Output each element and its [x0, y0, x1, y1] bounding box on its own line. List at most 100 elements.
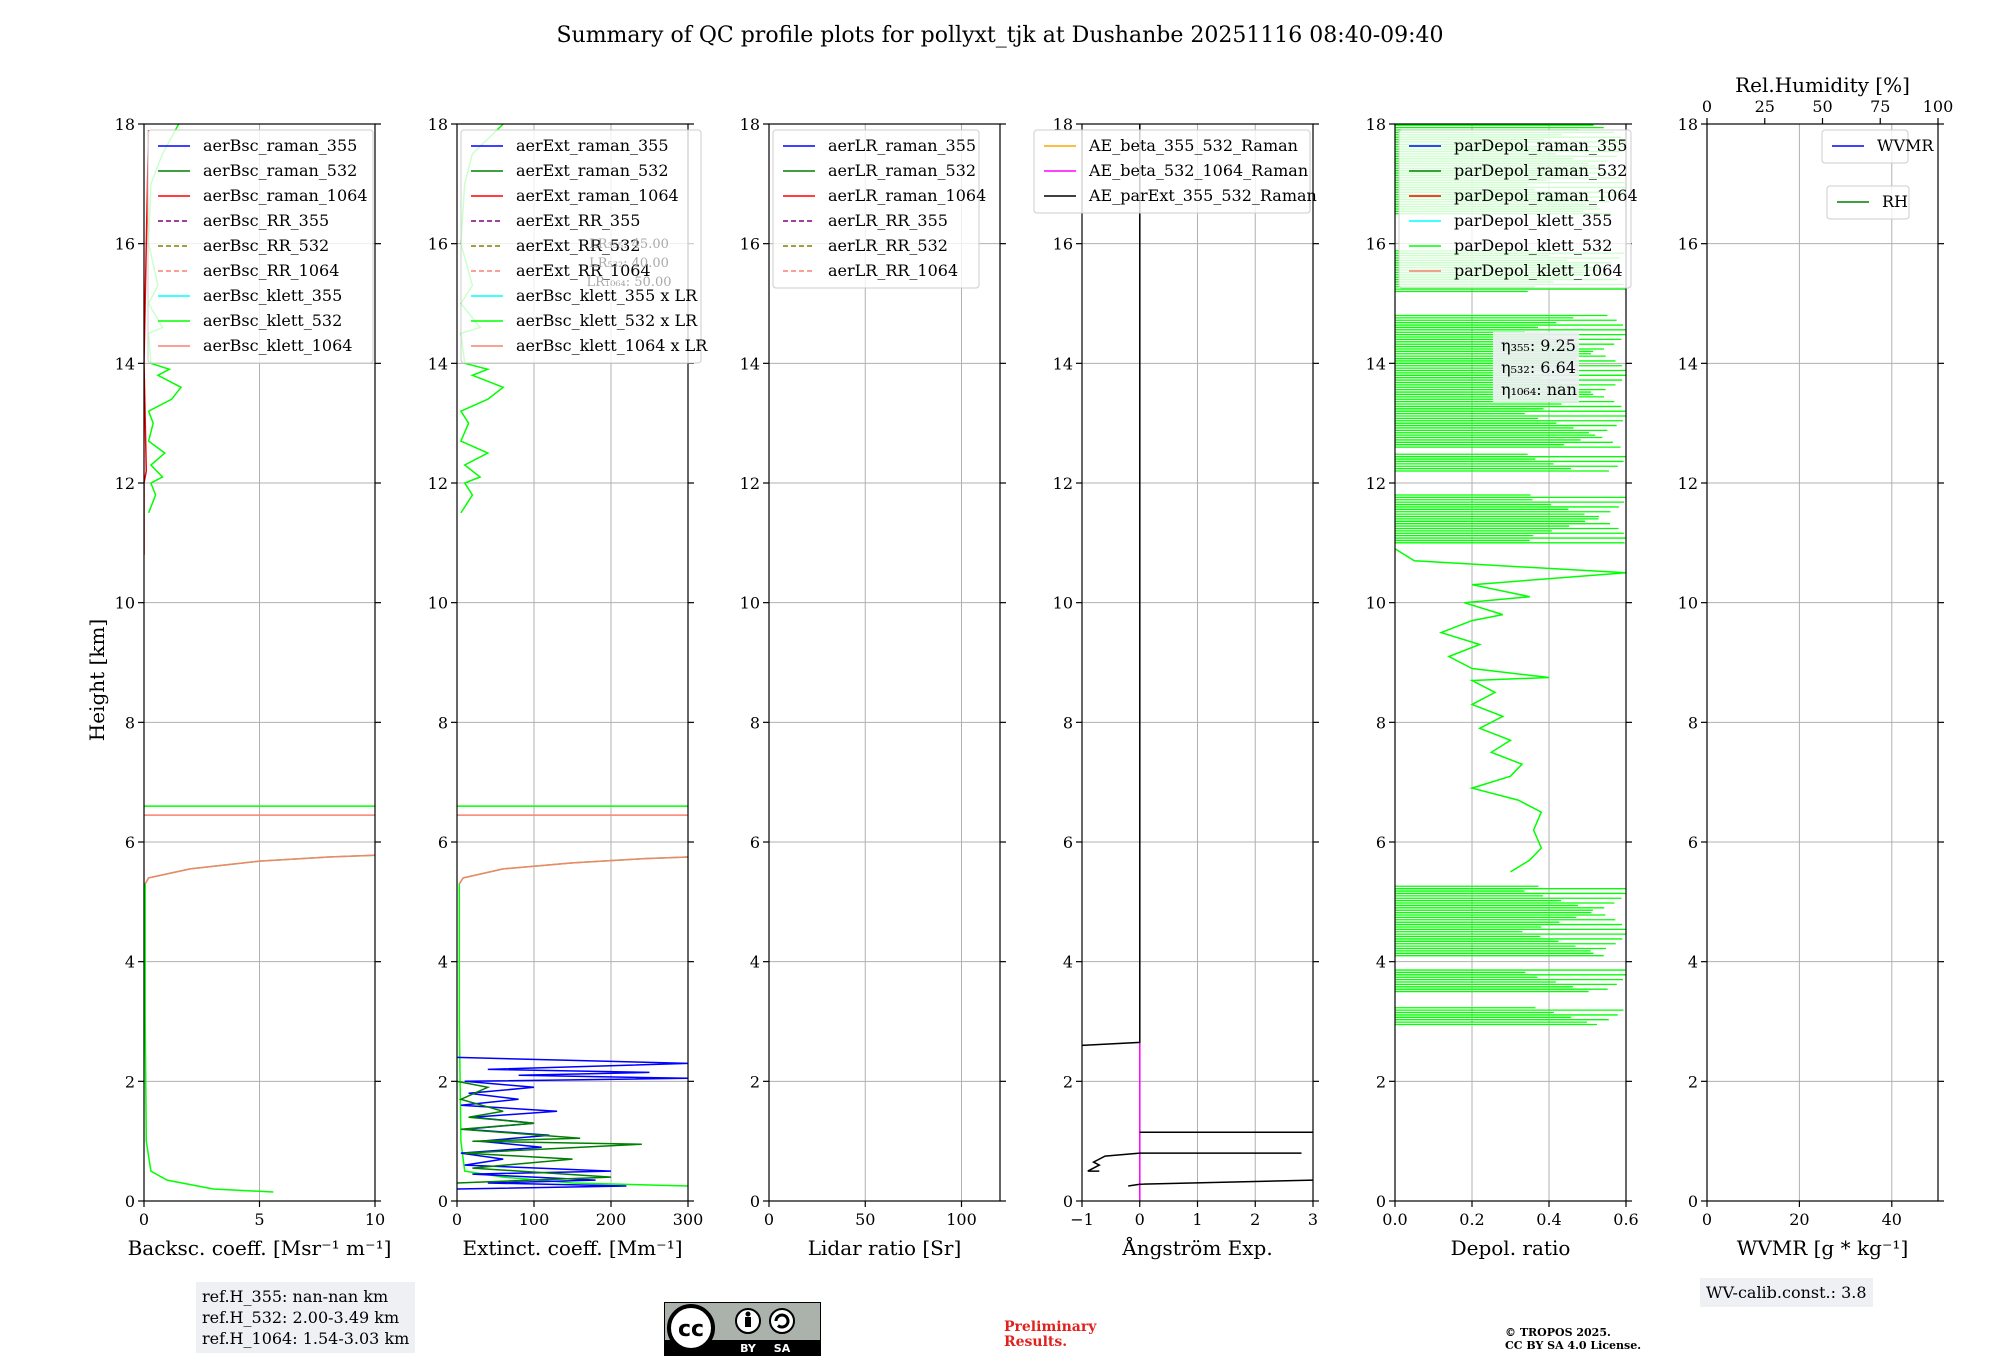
y-tick-label: 4 — [125, 953, 135, 972]
panel-backscatter: 0 2 4 6 8 10 12 14 16 18 0 5 10 Backsc. coeff. [Msr⁻¹… — [115, 115, 392, 1260]
panel-extinction: 0 2 4 6 8 10 12 14 16 18 0 100 200 300 Extinct. coeff.… — [428, 115, 709, 1260]
legend-frame — [1821, 129, 1909, 164]
y-tick-label: 12 — [1678, 474, 1698, 493]
legend-label: RH — [1882, 192, 1908, 211]
legend-label: parDepol_klett_1064 — [1454, 261, 1623, 280]
y-tick-label: 4 — [438, 953, 448, 972]
x-tick-label: 0 — [452, 1210, 462, 1229]
cc-license-badge: cc BY SA — [664, 1302, 821, 1360]
y-tick-label: 10 — [740, 594, 760, 613]
y-tick-label: 10 — [115, 594, 135, 613]
eta-box — [1493, 332, 1579, 402]
y-tick-label: 2 — [1376, 1072, 1386, 1091]
y-tick-label: 14 — [740, 354, 760, 373]
legend-frame — [772, 129, 980, 289]
figure-title: Summary of QC profile plots for pollyxt_… — [556, 23, 1443, 48]
sa-icon — [769, 1308, 795, 1334]
y-tick-label: 10 — [1053, 594, 1073, 613]
legend: RH — [1826, 185, 1910, 220]
series-aerext-raman-532 — [457, 1080, 642, 1184]
cc-by-label: BY — [740, 1342, 757, 1355]
copyright-note: © TROPOS 2025. CC BY SA 4.0 License. — [1505, 1326, 1641, 1352]
y-tick-label: 0 — [125, 1192, 135, 1211]
top-x-tick-label: 100 — [1923, 97, 1954, 116]
x-tick-label: 300 — [673, 1210, 704, 1229]
panel-lidar-ratio: 0 2 4 6 8 10 12 14 16 18 0 50 100 Lidar ratio [Sr] aer… — [740, 115, 1006, 1260]
y-tick-label: 0 — [1376, 1192, 1386, 1211]
preliminary-note: Preliminary Results. — [1004, 1320, 1096, 1350]
series-aerbsc-klett-532-x-lr — [458, 856, 688, 1187]
legend-label: aerBsc_raman_355 — [203, 136, 357, 155]
x-axis-label: Ångström Exp. — [1121, 1235, 1272, 1260]
eta-label: η₅₃₂: 6.64 — [1501, 358, 1576, 377]
y-tick-label: 12 — [1366, 474, 1386, 493]
y-tick-label: 12 — [1053, 474, 1073, 493]
x-tick-label: 0 — [1135, 1210, 1145, 1229]
axes-frame — [1394, 123, 1627, 1202]
y-tick-label: 16 — [115, 235, 135, 254]
y-axis-label: Height [km] — [85, 619, 109, 741]
wv-calib-value: WV-calib.const.: 3.8 — [1706, 1283, 1867, 1302]
y-tick-label: 12 — [115, 474, 135, 493]
y-tick-label: 8 — [1063, 713, 1073, 732]
x-tick-label: 100 — [946, 1210, 977, 1229]
x-tick-label: 50 — [855, 1210, 875, 1229]
series-ae-parext-355-532-raman-low3 — [1128, 1179, 1313, 1187]
x-tick-label: 0.2 — [1459, 1210, 1484, 1229]
legend-label: aerExt_RR_1064 — [516, 261, 651, 280]
x-axis-label: Backsc. coeff. [Msr⁻¹ m⁻¹] — [128, 1236, 392, 1260]
y-tick-label: 12 — [428, 474, 448, 493]
y-tick-label: 14 — [115, 354, 135, 373]
cc-icon: cc — [678, 1317, 704, 1342]
y-tick-label: 8 — [1688, 713, 1698, 732]
legend-label: parDepol_klett_532 — [1454, 236, 1612, 255]
legend-label: aerLR_raman_1064 — [828, 186, 986, 205]
series-pardepol-klett-532 — [1395, 548, 1626, 873]
panel-depol: 0 2 4 6 8 10 12 14 16 18 0.0 0.2 0.4 0.6 Depol. ratio p… — [1366, 115, 1639, 1260]
y-tick-label: 18 — [1678, 115, 1698, 134]
y-tick-label: 8 — [438, 713, 448, 732]
legend-label: parDepol_raman_1064 — [1454, 186, 1638, 205]
y-tick-label: 6 — [1376, 833, 1386, 852]
y-tick-label: 8 — [125, 713, 135, 732]
y-tick-label: 4 — [1376, 953, 1386, 972]
axes-frame — [456, 123, 689, 1202]
ref-height-1064: ref.H_1064: 1.54-3.03 km — [202, 1329, 410, 1348]
legend-label: parDepol_raman_355 — [1454, 136, 1627, 155]
legend-label: aerBsc_klett_1064 x LR — [516, 336, 708, 355]
y-tick-label: 6 — [125, 833, 135, 852]
legend-label: aerBsc_klett_532 x LR — [516, 311, 698, 330]
series-aerbsc-klett-1064-x-lr — [458, 856, 688, 885]
series-ae-parext-355-532-raman — [1082, 124, 1141, 1047]
legend-frame — [1033, 129, 1311, 214]
x-tick-label: 40 — [1882, 1210, 1902, 1229]
eta-label: η₃₅₅: 9.25 — [1501, 336, 1576, 355]
copyright-line2: CC BY SA 4.0 License. — [1505, 1339, 1642, 1352]
x-axis-label: Lidar ratio [Sr] — [808, 1236, 962, 1260]
legend-label: aerExt_RR_532 — [516, 236, 640, 255]
legend-label: aerLR_raman_355 — [828, 136, 976, 155]
y-tick-label: 18 — [1366, 115, 1386, 134]
x-axis-label: WVMR [g * kg⁻¹] — [1737, 1236, 1909, 1260]
legend-label: aerBsc_RR_355 — [203, 211, 329, 230]
legend-frame — [1398, 129, 1632, 289]
legend: parDepol_raman_355 parDepol_raman_532 parD… — [1398, 129, 1638, 289]
wv-calib-box: WV-calib.const.: 3.8 — [1700, 1278, 1873, 1307]
x-tick-label: 0.6 — [1613, 1210, 1638, 1229]
x-tick-label: 3 — [1308, 1210, 1318, 1229]
y-tick-label: 2 — [1063, 1072, 1073, 1091]
series-aerbsc-klett-1064 — [144, 854, 375, 885]
legend: AE_beta_355_532_Raman AE_beta_532_1064_Ra… — [1033, 129, 1317, 214]
legend-label: aerLR_RR_355 — [828, 211, 948, 230]
legend-label: aerBsc_raman_1064 — [203, 186, 368, 205]
ref-height-355: ref.H_355: nan-nan km — [202, 1287, 389, 1306]
legend-label: aerLR_RR_1064 — [828, 261, 958, 280]
lidar-ratio-annotation: LR₅₃₂: 40.00 — [589, 256, 669, 271]
legend-label: parDepol_raman_532 — [1454, 161, 1627, 180]
series-ae-parext-355-532-raman-low2 — [1087, 1152, 1302, 1172]
preliminary-line1: Preliminary — [1004, 1319, 1097, 1335]
y-tick-label: 2 — [750, 1072, 760, 1091]
legend: WVMR — [1821, 129, 1934, 164]
